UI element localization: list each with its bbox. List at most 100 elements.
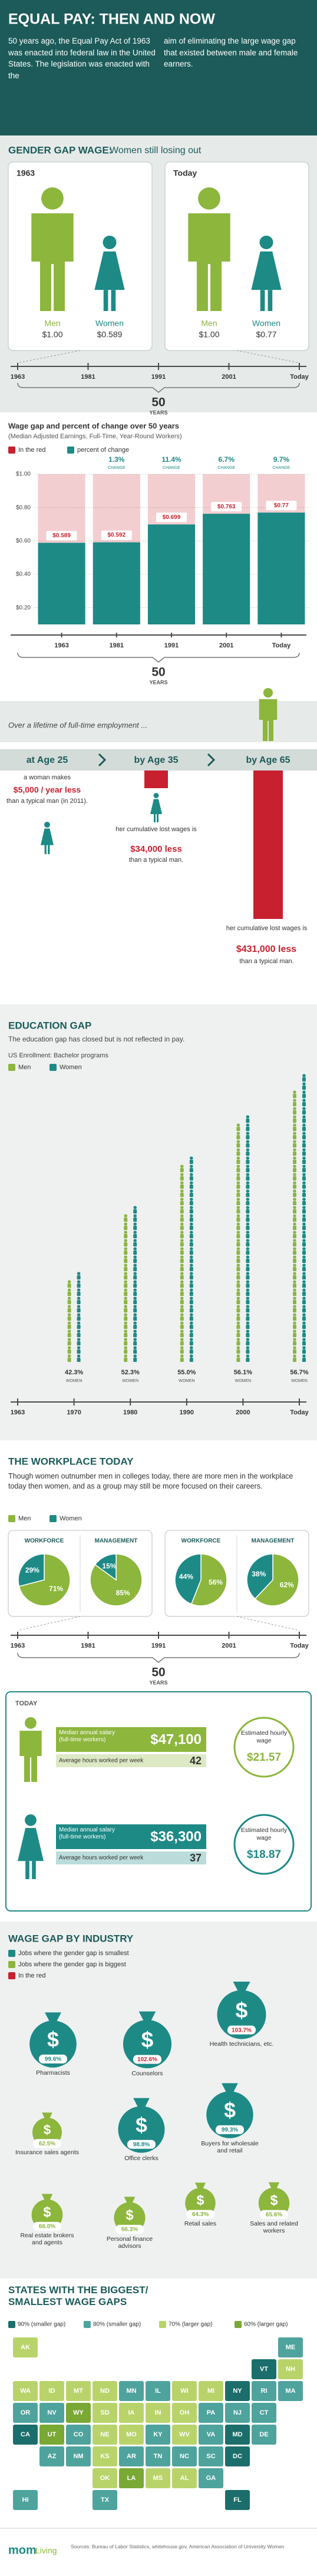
stack-body: [236, 1242, 240, 1246]
stack-body: [302, 1350, 306, 1354]
stack-body: [124, 1251, 128, 1255]
stack-body: [302, 1152, 306, 1156]
people-stack: [302, 1074, 306, 1362]
leg: [48, 845, 50, 854]
stack-body: [302, 1325, 306, 1329]
change-caption: CHANGE: [163, 466, 180, 470]
hourly-circle: [233, 1717, 295, 1778]
stack-head: [302, 1148, 306, 1152]
stack-body: [189, 1242, 193, 1246]
stack-head: [133, 1222, 137, 1226]
stack-head: [124, 1255, 127, 1259]
stack-body: [67, 1358, 71, 1362]
stack-body: [180, 1292, 184, 1296]
head: [41, 187, 64, 210]
stack-head: [190, 1288, 193, 1292]
stack-head: [246, 1148, 250, 1152]
stack-head: [190, 1264, 193, 1267]
hourly-label: Estimated hourly wage: [240, 1730, 288, 1744]
stack-body: [246, 1242, 250, 1246]
stack-body: [133, 1308, 137, 1312]
y-tick-label: $0.80: [16, 504, 31, 511]
stack-body: [302, 1333, 306, 1337]
bag-knot: [45, 2012, 61, 2023]
body: [31, 213, 74, 311]
stack-head: [133, 1346, 137, 1350]
leg: [157, 814, 158, 822]
stack-body: [236, 1168, 240, 1172]
state-label: KS: [100, 2453, 109, 2460]
stack-body: [302, 1317, 306, 1321]
stack-body: [189, 1333, 193, 1337]
state-tile: [146, 2403, 170, 2423]
stack-body: [180, 1251, 184, 1255]
stack-body: [293, 1127, 296, 1131]
legend-label: Jobs where the gender gap is smallest: [18, 1950, 129, 1957]
stage-before: her cumulative lost wages is: [226, 925, 308, 932]
stack-body: [77, 1284, 81, 1288]
legend-label: Men: [18, 1515, 31, 1522]
loss-bar: [253, 771, 283, 919]
stack-head: [246, 1305, 250, 1308]
stack-head: [190, 1231, 193, 1234]
stack-head: [236, 1330, 240, 1333]
state-tile: [199, 2381, 223, 2401]
state-tile: [66, 2446, 91, 2466]
stack-body: [236, 1209, 240, 1213]
state-tile: [225, 2446, 250, 2466]
header-bg: [0, 0, 317, 135]
head: [103, 236, 117, 250]
woman-icon: [94, 236, 125, 311]
stack-body: [67, 1325, 71, 1329]
salary-label-box: Median annual salary (full-time workers): [59, 1730, 115, 1743]
stack-head: [124, 1313, 127, 1317]
stack-head: [180, 1255, 184, 1259]
stack-body: [236, 1251, 240, 1255]
span-unit: YEARS: [149, 679, 167, 685]
stack-head: [133, 1247, 137, 1251]
stack-body: [67, 1308, 71, 1312]
stack-body: [246, 1358, 250, 1362]
legend-swatch: [8, 1515, 15, 1522]
stack-body: [293, 1234, 296, 1238]
state-label: RI: [261, 2387, 268, 2395]
state-label: IN: [155, 2409, 161, 2416]
value-label-bg: [101, 530, 132, 540]
stack-head: [236, 1297, 240, 1300]
stack-body: [180, 1234, 184, 1238]
stack-body: [293, 1325, 296, 1329]
stack-head: [302, 1346, 306, 1350]
men-wage: $1.00: [199, 330, 219, 339]
stack-body: [124, 1325, 128, 1329]
stack-body: [77, 1350, 81, 1354]
stack-body: [302, 1077, 306, 1082]
state-label: WY: [73, 2409, 84, 2416]
timeline-label: 1991: [151, 373, 166, 381]
stack-head: [302, 1173, 306, 1176]
age-label: by Age 35: [134, 755, 179, 765]
stack-head: [180, 1313, 184, 1317]
stack-body: [180, 1308, 184, 1312]
woman-icon: [18, 1814, 44, 1879]
stack-head: [190, 1330, 193, 1333]
stack-head: [190, 1173, 193, 1176]
pie-slice: [174, 1553, 202, 1605]
stack-head: [180, 1165, 184, 1168]
state-label: TN: [154, 2453, 163, 2460]
stack-body: [293, 1152, 296, 1156]
y-tick-label: $0.40: [16, 571, 31, 578]
stack-body: [246, 1350, 250, 1354]
x-tick-label: 2001: [219, 642, 233, 649]
stack-head: [190, 1297, 193, 1300]
stack-body: [189, 1218, 193, 1222]
state-tile: [93, 2490, 117, 2510]
stack-head: [302, 1074, 306, 1077]
man-icon: [259, 688, 278, 741]
stack-head: [77, 1305, 81, 1308]
stack-head: [77, 1272, 81, 1275]
state-label: SD: [100, 2409, 109, 2416]
state-label: SC: [206, 2453, 215, 2460]
connector: [236, 1616, 300, 1631]
slice-label: 56%: [209, 1578, 223, 1586]
stack-head: [236, 1148, 240, 1152]
